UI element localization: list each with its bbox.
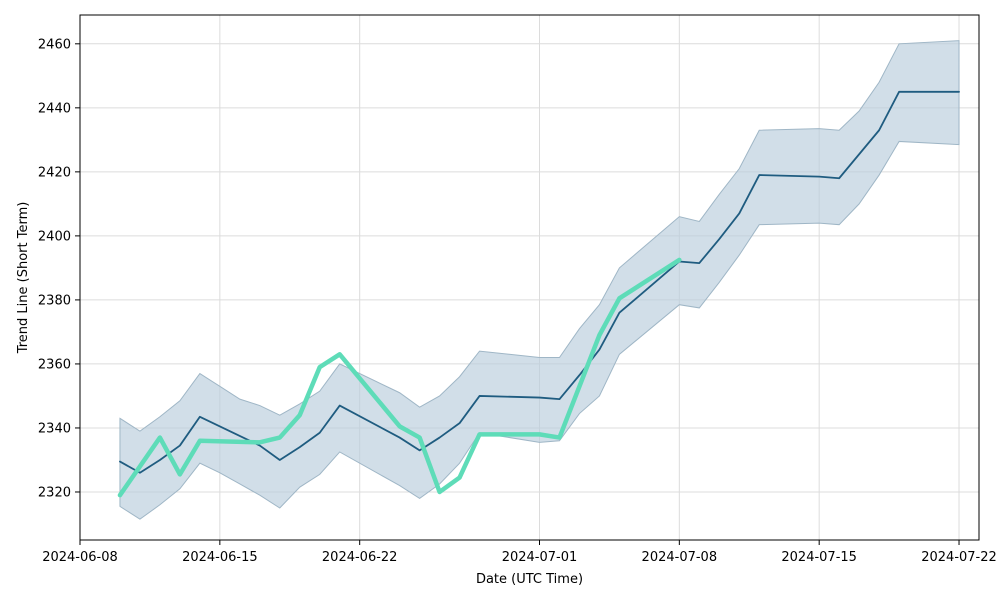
y-tick-label: 2420 (38, 165, 71, 180)
y-tick-label: 2340 (38, 421, 71, 436)
y-tick-label: 2380 (38, 293, 71, 308)
trend-series-line (119, 90, 960, 474)
y-tick-label: 2440 (38, 101, 71, 116)
tick-layer: 2024-06-08 2024-06-15 2024-06-22 2024-07-01… (38, 37, 997, 565)
price-series-line (117, 257, 682, 498)
x-tick-label: 2024-06-22 (322, 550, 398, 565)
confidence-band (119, 40, 960, 520)
series-line-layer (117, 90, 960, 498)
y-tick-label: 2360 (38, 357, 71, 372)
x-tick-label: 2024-06-08 (42, 550, 118, 565)
x-tick-label: 2024-07-22 (921, 550, 997, 565)
confidence-band-layer (119, 40, 960, 520)
y-tick-label: 2400 (38, 229, 71, 244)
x-tick-label: 2024-07-15 (781, 550, 857, 565)
x-tick-label: 2024-06-15 (182, 550, 258, 565)
x-tick-label: 2024-07-08 (642, 550, 718, 565)
y-tick-label: 2460 (38, 37, 71, 52)
y-tick-label: 2320 (38, 485, 71, 500)
x-axis-title: Date (UTC Time) (476, 572, 583, 587)
x-tick-label: 2024-07-01 (502, 550, 578, 565)
y-axis-title: Trend Line (Short Term) (16, 202, 31, 355)
plot-frame (79, 14, 980, 541)
